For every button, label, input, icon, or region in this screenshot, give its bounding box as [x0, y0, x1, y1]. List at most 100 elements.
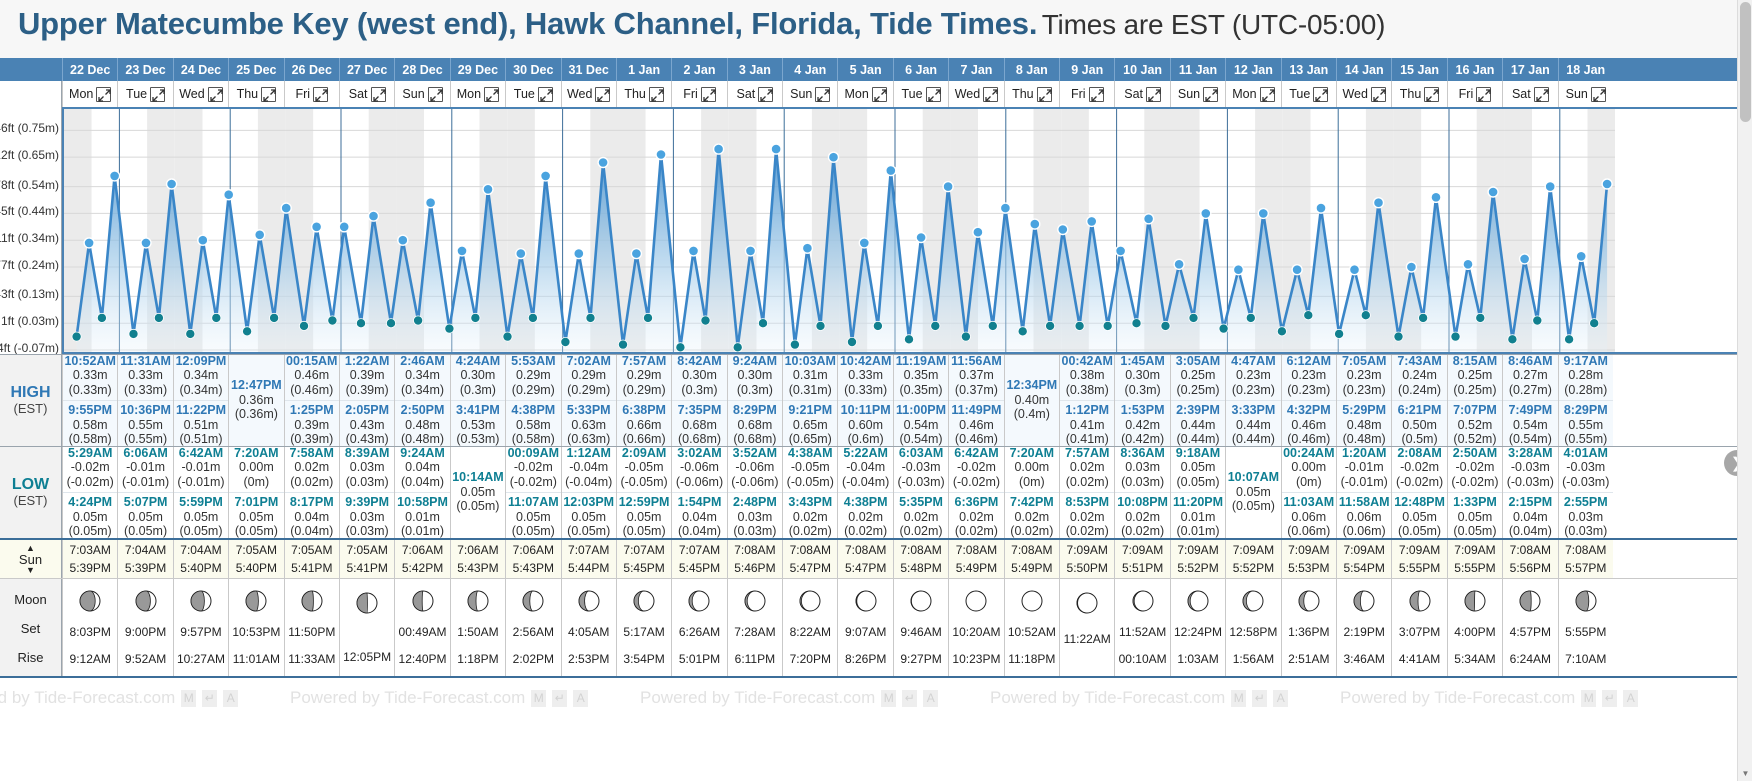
- expand-arrows-icon[interactable]: [427, 86, 443, 102]
- expand-arrows-icon[interactable]: [983, 86, 999, 102]
- low-tide-event: 6:36PM 0.02m (0.02m): [949, 493, 1003, 542]
- low-tide-height: 0.03m: [349, 460, 385, 474]
- expand-arrows-icon[interactable]: [815, 86, 831, 102]
- expand-arrows-icon[interactable]: [758, 86, 774, 102]
- low-tide-time: 7:01PM: [234, 495, 279, 509]
- high-tide-height: 0.44m: [1180, 417, 1216, 432]
- expand-arrows-icon[interactable]: [1036, 86, 1052, 102]
- high-tide-marker: [942, 180, 954, 193]
- high-tide-time: 4:38PM: [511, 403, 556, 417]
- expand-arrows-icon[interactable]: [96, 86, 112, 102]
- expand-arrows-icon[interactable]: [1476, 86, 1492, 102]
- low-tide-time: 1:20AM: [1341, 445, 1387, 460]
- low-tide-marker: [1507, 334, 1518, 345]
- high-tide-height: 0.48m: [1346, 417, 1382, 432]
- low-tide-cell: 1:12AM -0.04m (-0.04m) 12:03PM 0.05m (0.05m): [560, 446, 616, 538]
- sunset-time: 5:47PM: [844, 561, 887, 575]
- chart-plot-area[interactable]: [62, 107, 1752, 354]
- expand-arrows-icon[interactable]: [370, 86, 386, 102]
- high-tide-height-alt: (0.23m): [1342, 382, 1386, 397]
- moonrise-time: 5:01PM: [678, 652, 721, 667]
- expand-arrows-icon[interactable]: [207, 86, 223, 102]
- low-tide-height-alt: (0.05m): [1398, 524, 1442, 538]
- high-tide-marker: [687, 245, 700, 257]
- high-tide-time: 6:21PM: [1397, 403, 1442, 417]
- low-tide-cells: 5:29AM -0.02m (-0.02m) 4:24PM 0.05m (0.05m) 6:…: [62, 445, 1752, 538]
- page-scrollbar[interactable]: ▲ ▼: [1737, 0, 1752, 781]
- high-tide-cell: 9:17AM 0.28m (0.28m) 8:29PM 0.55m (0.55m): [1557, 352, 1613, 446]
- moon-cell: 4:00PM 5:34AM: [1446, 579, 1503, 676]
- expand-arrows-icon[interactable]: [700, 86, 716, 102]
- expand-arrows-icon[interactable]: [1370, 86, 1386, 102]
- date-header-cell: 18 Jan: [1557, 58, 1613, 81]
- moon-cell: 1:50AM 1:18PM: [449, 579, 506, 676]
- low-tide-event: 2:48PM 0.03m (0.03m): [728, 493, 782, 542]
- scrollbar-thumb[interactable]: [1740, 2, 1751, 122]
- high-tide-height-alt: (0.25m): [1176, 382, 1220, 397]
- sunrise-time: 7:07AM: [678, 543, 721, 557]
- low-tide-marker: [1074, 320, 1085, 331]
- low-tide-cell: 6:06AM -0.01m (-0.01m) 5:07PM 0.05m (0.05m): [117, 446, 173, 538]
- expand-arrows-icon[interactable]: [537, 86, 553, 102]
- high-tide-time: 8:29PM: [1563, 403, 1608, 417]
- expand-arrows-icon[interactable]: [313, 86, 329, 102]
- expand-arrows-icon[interactable]: [1590, 86, 1606, 102]
- low-tide-height: 0.02m: [1069, 460, 1105, 474]
- expand-arrows-icon[interactable]: [484, 86, 500, 102]
- high-tide-event: 7:43AM 0.24m (0.24m): [1392, 352, 1447, 401]
- low-tide-height-alt: (0.05m): [456, 499, 500, 514]
- moonrise-time: 10:23PM: [952, 652, 1001, 667]
- y-axis-tick: -0.24ft (-0.07m): [0, 341, 59, 354]
- high-tide-marker: [197, 234, 209, 246]
- expand-arrows-icon[interactable]: [1424, 86, 1440, 102]
- high-tide-height-alt: (0.51m): [179, 432, 223, 446]
- high-tide-marker: [280, 202, 292, 214]
- moon-phase-icon: [1353, 590, 1375, 612]
- low-tide-marker: [700, 315, 711, 326]
- weekday-label: Thu: [1012, 87, 1034, 101]
- high-tide-marker: [515, 247, 527, 260]
- low-tide-height-alt: (0.03m): [345, 524, 389, 538]
- low-tide-event: 9:39PM 0.03m (0.03m): [340, 493, 394, 542]
- moon-cell: 2:56AM 2:02PM: [505, 579, 561, 676]
- expand-arrows-icon[interactable]: [1203, 86, 1219, 102]
- low-tide-height-alt: (0.02m): [1121, 524, 1165, 538]
- watermark-badge: M: [1231, 689, 1247, 707]
- high-tide-time: 1:25PM: [289, 403, 334, 417]
- sunset-time: 5:42PM: [401, 561, 444, 575]
- watermark-text: Powered by Tide-Forecast.com: [0, 688, 176, 707]
- expand-arrows-icon[interactable]: [595, 86, 611, 102]
- expand-arrows-icon[interactable]: [150, 86, 166, 102]
- sunrise-time: 7:06AM: [401, 543, 444, 557]
- high-tide-time: 12:09PM: [175, 353, 227, 368]
- high-tide-height: 0.29m: [626, 368, 662, 382]
- moon-cell: 5:55PM 7:10AM: [1557, 579, 1613, 676]
- moon-cell: 12:24PM 1:03AM: [1169, 579, 1226, 676]
- sun-cell: 7:04AM 5:40PM: [172, 540, 229, 578]
- low-tide-cell: 2:09AM -0.05m (-0.05m) 12:59PM 0.05m (0.05m): [615, 446, 672, 538]
- scroll-down-arrow[interactable]: ▼: [1741, 769, 1750, 778]
- low-tide-height: 0.04m: [1512, 509, 1548, 524]
- low-tide-height-alt: (0.02m): [290, 474, 334, 489]
- expand-arrows-icon[interactable]: [1259, 86, 1275, 102]
- moon-cell: 11:52AM 00:10AM: [1114, 579, 1170, 676]
- expand-arrows-icon[interactable]: [871, 86, 887, 102]
- expand-arrows-icon[interactable]: [925, 86, 941, 102]
- moon-cells: 8:03PM 9:12AM 9:00PM 9:52AM 9:57PM 10:27AM 10:…: [62, 579, 1752, 676]
- expand-arrows-icon[interactable]: [1533, 86, 1549, 102]
- expand-arrows-icon[interactable]: [261, 86, 277, 102]
- sunrise-time: 7:05AM: [346, 543, 388, 557]
- date-header-cells: 22 Dec 23 Dec 24 Dec 25 Dec 26 Dec 27 Dec 28 D…: [62, 58, 1752, 81]
- high-tide-marker: [1142, 213, 1155, 225]
- sun-cells: 7:03AM 5:39PM 7:04AM 5:39PM 7:04AM 5:40PM 7:05…: [62, 540, 1752, 578]
- expand-arrows-icon[interactable]: [1088, 86, 1104, 102]
- watermark-badge: M: [531, 689, 547, 707]
- low-tide-height: 0.01m: [405, 509, 440, 524]
- high-tide-event: 9:17AM 0.28m (0.28m): [1558, 352, 1613, 401]
- high-tide-marker: [456, 245, 468, 257]
- high-tide-event: 2:50PM 0.48m (0.48m): [395, 401, 449, 450]
- expand-arrows-icon[interactable]: [1313, 86, 1329, 102]
- date-header-cell: 24 Dec: [172, 58, 228, 81]
- expand-arrows-icon[interactable]: [1146, 86, 1161, 102]
- expand-arrows-icon[interactable]: [648, 86, 664, 102]
